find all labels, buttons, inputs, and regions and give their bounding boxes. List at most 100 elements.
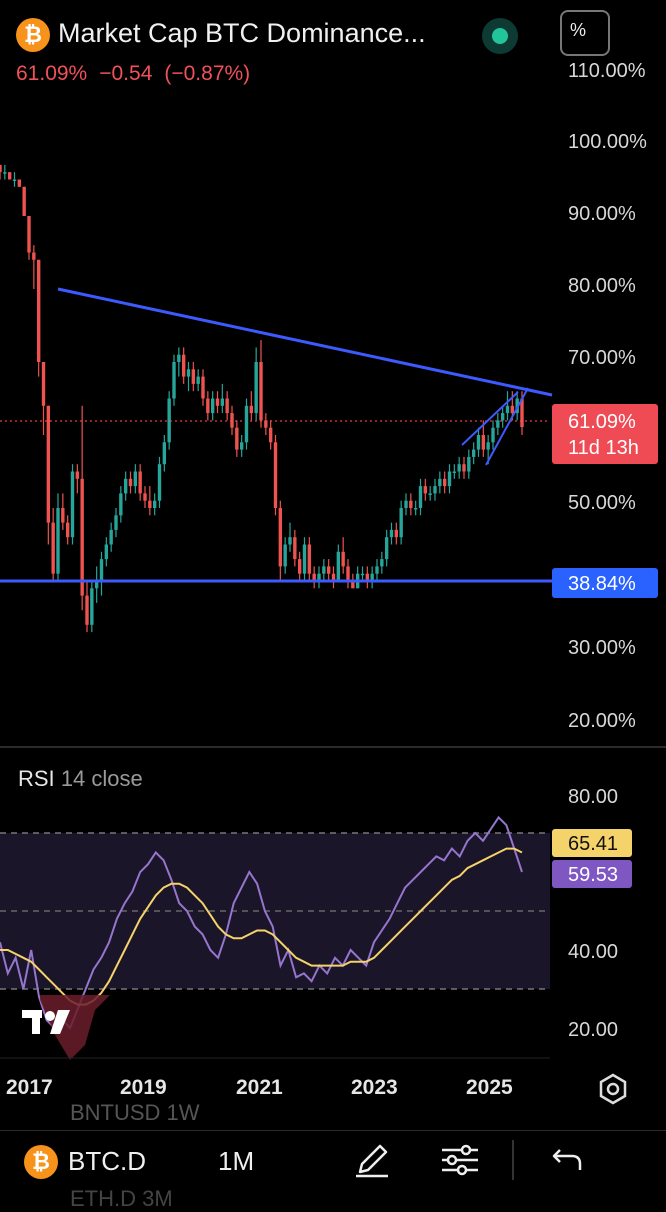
candle-body [104, 544, 109, 560]
candle-body [505, 405, 510, 414]
chart-settings-icon[interactable] [596, 1072, 630, 1106]
candle-body [85, 595, 89, 625]
candle-body [283, 544, 287, 567]
candle-body [22, 186, 26, 216]
candle-body [384, 537, 389, 560]
candle-body [109, 529, 113, 545]
candle-series [0, 164, 524, 633]
rsi-tick: 20.00 [568, 1019, 618, 1041]
bitcoin-icon: ₿ [24, 1145, 58, 1179]
candle-body [365, 573, 370, 581]
chart-header: ₿ Market Cap BTC Dominance... % [0, 0, 666, 70]
bitcoin-icon: ₿ [16, 18, 50, 52]
candle-body [249, 405, 254, 414]
candle-body [94, 581, 99, 589]
candle-body [467, 456, 471, 472]
watchlist-peek-top: BNTUSD 1W [70, 1100, 200, 1125]
candle-body [404, 500, 408, 508]
bottom-toolbar [0, 1130, 666, 1193]
candle-body [51, 522, 55, 574]
price-tick: 70.00% [568, 347, 636, 369]
candle-body [177, 354, 181, 362]
rsi-legend[interactable]: RSI 14 close [18, 766, 143, 792]
sliders-icon[interactable] [438, 1138, 482, 1182]
candle-body [278, 508, 283, 567]
candle-body [288, 537, 292, 545]
candle-body [41, 362, 46, 406]
candle-body [210, 398, 215, 414]
channel-line-bottom[interactable] [485, 387, 529, 466]
candle-body [346, 566, 350, 581]
candle-body [186, 369, 191, 377]
candle-body [7, 172, 12, 180]
candle-body [70, 471, 75, 538]
candle-body [486, 442, 490, 450]
symbol-title[interactable]: Market Cap BTC Dominance... [58, 18, 426, 48]
candle-body [394, 529, 399, 538]
candle-body [341, 551, 345, 567]
rsi-value-badge [552, 860, 632, 888]
candle-body [418, 486, 423, 508]
candle-body [520, 398, 524, 428]
candle-body [500, 413, 505, 421]
candle-body [264, 420, 268, 428]
candle-body [17, 179, 22, 187]
candle-body [375, 566, 379, 574]
live-dot-icon [482, 18, 518, 54]
candle-body [181, 354, 186, 377]
support-badge [552, 568, 658, 598]
candle-body [65, 522, 70, 538]
symbol-selector[interactable]: BTC.D [68, 1146, 146, 1176]
candle-body [510, 405, 515, 414]
interval-selector[interactable]: 1M [218, 1146, 255, 1176]
candle-body [268, 427, 273, 443]
candle-body [399, 508, 403, 538]
candle-body [423, 486, 428, 494]
candle-body [259, 362, 263, 421]
change-abs: −0.54 [99, 62, 153, 85]
rsi-line [0, 815, 523, 1030]
candle-body [143, 493, 147, 501]
candle-body [409, 500, 413, 508]
descending-trendline[interactable] [57, 287, 553, 397]
candle-body [206, 398, 210, 414]
candle-body [326, 566, 331, 574]
undo-icon[interactable] [546, 1138, 590, 1182]
toolbar-divider [512, 1140, 514, 1180]
rsi-ma-badge [552, 829, 632, 857]
candle-body [370, 573, 374, 581]
candle-body [32, 252, 36, 260]
candle-body [447, 471, 452, 487]
candle-body [230, 413, 234, 428]
candle-body [201, 376, 205, 399]
candle-body [476, 435, 481, 450]
rsi-params: 14 close [60, 766, 143, 791]
candle-body [80, 478, 84, 596]
candle-body [148, 500, 152, 508]
candle-body [191, 369, 196, 384]
candle-body [128, 478, 133, 487]
candle-body [317, 573, 321, 581]
price-tick: 20.00% [568, 710, 636, 732]
candle-body [297, 559, 302, 574]
pencil-icon[interactable] [350, 1138, 394, 1182]
candle-body [307, 544, 312, 574]
candle-body [114, 515, 118, 530]
candle-body [3, 172, 7, 174]
candle-body [12, 179, 17, 181]
candle-body [312, 573, 316, 581]
candle-body [90, 588, 94, 625]
candle-body [152, 500, 157, 508]
support-text: 38.84% [568, 573, 636, 595]
year-label: 2021 [236, 1076, 283, 1099]
rsi-tick: 80.00 [568, 786, 618, 808]
candle-body [452, 471, 457, 473]
channel-line-top[interactable] [461, 391, 519, 446]
percent-scale-button[interactable]: % [560, 10, 610, 56]
candle-body [0, 164, 2, 173]
change-pct: (−0.87%) [164, 62, 251, 85]
year-label: 2019 [120, 1076, 167, 1099]
rsi-name: RSI [18, 766, 55, 791]
price-tick: 30.00% [568, 637, 636, 659]
